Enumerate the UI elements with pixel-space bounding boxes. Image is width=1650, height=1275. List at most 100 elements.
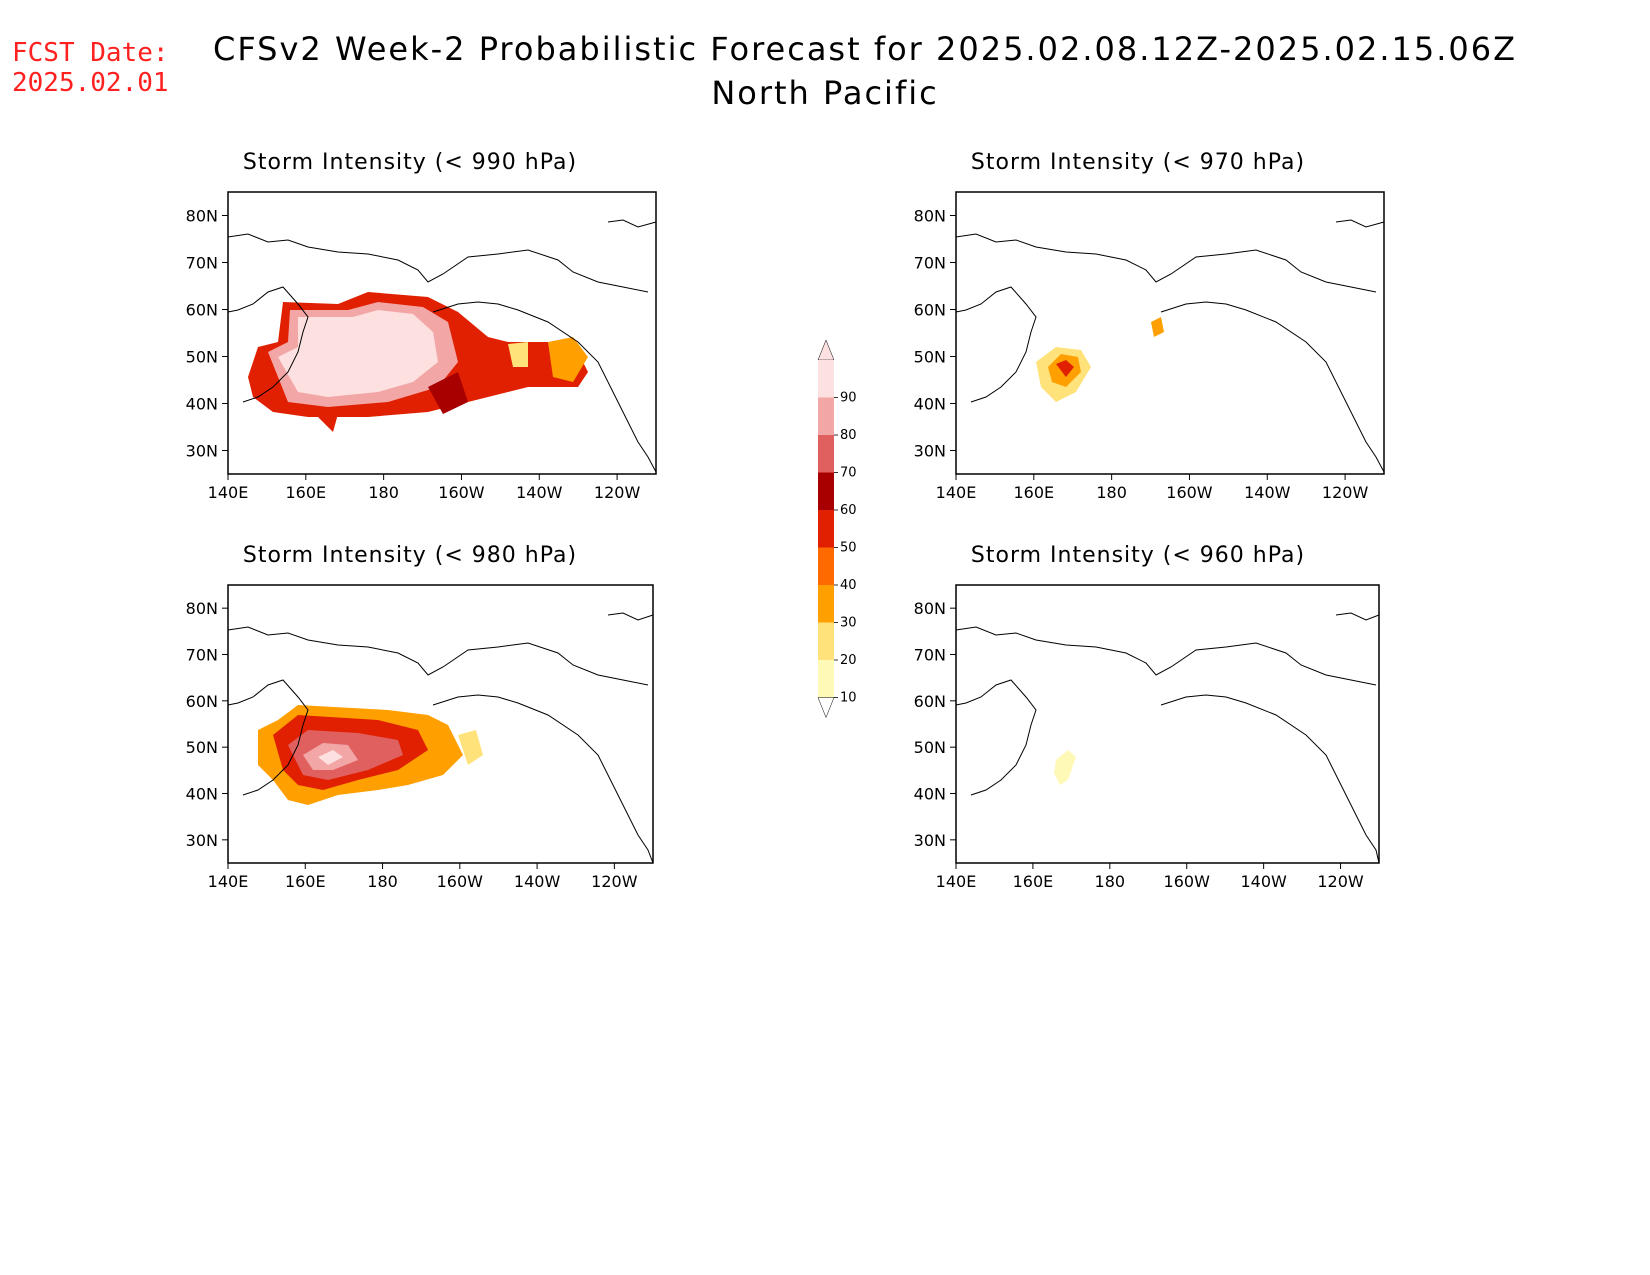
lat-tick-label: 30N — [186, 442, 218, 461]
lon-tick-label: 180 — [367, 872, 398, 891]
lon-tick-label: 120W — [591, 872, 638, 891]
colorbar: 90 80 70 60 50 40 30 20 10 — [817, 339, 857, 719]
lon-axis: 140E 160E 180 160W 140W 120W — [936, 863, 1364, 891]
lon-tick-label: 140W — [1244, 483, 1291, 502]
lat-tick-label: 80N — [914, 207, 946, 226]
lat-tick-label: 40N — [186, 785, 218, 804]
colorbar-bottom-arrow — [817, 697, 835, 719]
colorbar-swatch — [818, 360, 834, 398]
colorbar-swatch — [818, 585, 834, 623]
lon-tick-label: 140E — [208, 483, 249, 502]
lon-tick-label: 160W — [437, 872, 484, 891]
lon-tick-label: 160W — [1164, 872, 1211, 891]
lat-axis: 80N 70N 60N 50N 40N 30N — [186, 207, 228, 461]
fcst-date-label: FCST Date: — [12, 38, 169, 68]
lon-tick-label: 160E — [285, 872, 326, 891]
panel-title: Storm Intensity (< 990 hPa) — [242, 150, 578, 175]
lat-tick-label: 80N — [186, 207, 218, 226]
lon-tick-label: 160W — [438, 483, 485, 502]
lat-tick-label: 80N — [914, 599, 946, 618]
lon-tick-label: 180 — [368, 483, 399, 502]
colorbar-label: 90 — [840, 391, 857, 406]
lon-tick-label: 160E — [1013, 872, 1054, 891]
coastlines — [227, 612, 654, 864]
map-980: 80N 70N 60N 50N 40N 30N 140E 160E 180 160W 140W 12… — [186, 584, 654, 891]
colorbar-label: 10 — [840, 691, 857, 706]
lat-tick-label: 30N — [914, 442, 946, 461]
lat-tick-label: 80N — [186, 599, 218, 618]
lon-tick-label: 120W — [1317, 872, 1364, 891]
lon-tick-label: 140E — [208, 872, 249, 891]
colorbar-swatch — [818, 510, 834, 548]
lat-tick-label: 70N — [914, 646, 946, 665]
colorbar-label: 30 — [840, 616, 857, 631]
lat-tick-label: 70N — [186, 254, 218, 273]
coastlines — [955, 219, 1385, 473]
lat-tick-label: 50N — [914, 738, 946, 757]
colorbar-label: 60 — [840, 503, 857, 518]
lon-tick-label: 140W — [514, 872, 561, 891]
main-title: CFSv2 Week-2 Probabilistic Forecast for … — [212, 30, 1518, 68]
lat-tick-label: 30N — [186, 831, 218, 850]
map-960: 80N 70N 60N 50N 40N 30N 140E 160E 180 160W 140W 12… — [914, 584, 1380, 891]
probability-fill — [258, 705, 483, 805]
lon-tick-label: 140E — [936, 872, 977, 891]
colorbar-label: 40 — [840, 578, 857, 593]
colorbar-swatch — [818, 435, 834, 473]
colorbar-label: 50 — [840, 541, 857, 556]
colorbar-swatch — [818, 472, 834, 510]
lat-tick-label: 50N — [186, 738, 218, 757]
lat-axis: 80N 70N 60N 50N 40N 30N — [914, 599, 956, 850]
colorbar-label: 80 — [840, 428, 857, 443]
probability-fill — [248, 292, 588, 432]
colorbar-swatch — [818, 660, 834, 698]
probability-fill — [1054, 750, 1076, 785]
panel-title: Storm Intensity (< 960 hPa) — [970, 543, 1306, 568]
lon-tick-label: 140W — [516, 483, 563, 502]
lat-tick-label: 60N — [186, 301, 218, 320]
lat-tick-label: 70N — [914, 254, 946, 273]
map-frame — [227, 191, 657, 475]
lon-tick-label: 120W — [594, 483, 641, 502]
lon-tick-label: 140W — [1240, 872, 1287, 891]
panel-title: Storm Intensity (< 970 hPa) — [970, 150, 1306, 175]
map-frame — [955, 584, 1380, 864]
lon-tick-label: 160E — [1013, 483, 1054, 502]
lat-tick-label: 60N — [914, 692, 946, 711]
lat-tick-label: 40N — [914, 785, 946, 804]
panel-title: Storm Intensity (< 980 hPa) — [242, 543, 578, 568]
lon-axis: 140E 160E 180 160W 140W 120W — [208, 474, 641, 502]
lat-axis: 80N 70N 60N 50N 40N 30N — [186, 599, 228, 850]
lat-tick-label: 50N — [914, 348, 946, 367]
colorbar-swatch — [818, 547, 834, 585]
lat-tick-label: 60N — [186, 692, 218, 711]
map-frame — [227, 584, 654, 864]
lon-tick-label: 160W — [1166, 483, 1213, 502]
colorbar-label: 20 — [840, 653, 857, 668]
region-title: North Pacific — [711, 74, 939, 112]
lat-tick-label: 40N — [914, 395, 946, 414]
lon-tick-label: 160E — [285, 483, 326, 502]
lon-axis: 140E 160E 180 160W 140W 120W — [208, 863, 638, 891]
probability-fill — [1036, 317, 1164, 402]
lon-tick-label: 180 — [1096, 483, 1127, 502]
coastlines — [955, 612, 1380, 864]
lon-tick-label: 120W — [1322, 483, 1369, 502]
map-990: 80N 70N 60N 50N 40N 30N 140E 160E 180 160W 140W 12… — [186, 191, 657, 502]
colorbar-swatch — [818, 397, 834, 435]
map-frame — [955, 191, 1385, 475]
lon-tick-label: 180 — [1095, 872, 1126, 891]
lon-tick-label: 140E — [936, 483, 977, 502]
colorbar-top-arrow — [817, 339, 835, 361]
coastlines — [227, 219, 657, 473]
lat-axis: 80N 70N 60N 50N 40N 30N — [914, 207, 956, 461]
lat-tick-label: 40N — [186, 395, 218, 414]
lat-tick-label: 60N — [914, 301, 946, 320]
forecast-date-block: FCST Date: 2025.02.01 — [12, 38, 169, 98]
colorbar-label: 70 — [840, 466, 857, 481]
map-970: 80N 70N 60N 50N 40N 30N 140E 160E 180 160W 140W 12… — [914, 191, 1385, 502]
lat-tick-label: 50N — [186, 348, 218, 367]
lat-tick-label: 30N — [914, 831, 946, 850]
lon-axis: 140E 160E 180 160W 140W 120W — [936, 474, 1369, 502]
colorbar-swatch — [818, 622, 834, 660]
